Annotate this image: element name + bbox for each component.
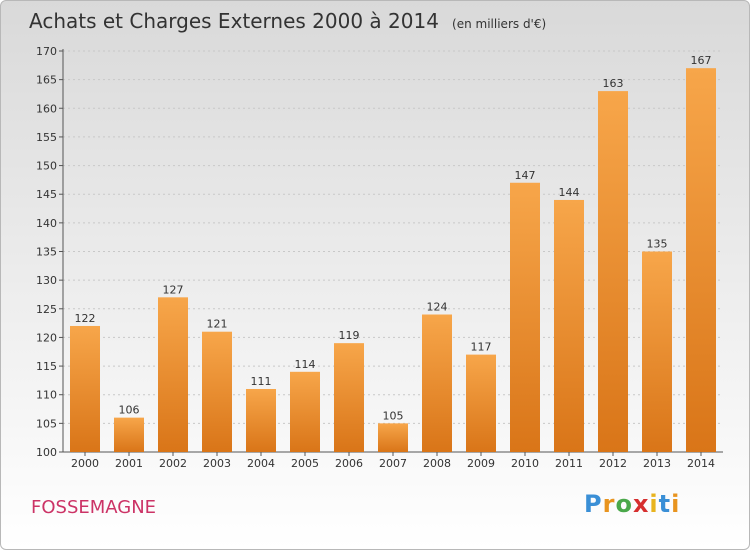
x-tick-label: 2010 (511, 457, 539, 470)
data-label: 114 (295, 358, 316, 371)
y-tick-label: 130 (36, 274, 57, 287)
y-tick-label: 145 (36, 188, 57, 201)
x-tick-label: 2008 (423, 457, 451, 470)
data-label: 106 (119, 404, 140, 417)
logo-letter: o (615, 490, 633, 518)
data-label: 122 (75, 312, 96, 325)
x-tick-label: 2005 (291, 457, 319, 470)
bar (158, 297, 188, 452)
y-tick-label: 170 (36, 45, 57, 58)
data-label: 127 (163, 283, 184, 296)
x-tick-label: 2004 (247, 457, 275, 470)
logo-letter: P (584, 490, 603, 518)
data-label: 105 (383, 409, 404, 422)
bar (510, 182, 540, 452)
bar (554, 199, 584, 452)
y-tick-label: 160 (36, 102, 57, 115)
y-tick-label: 120 (36, 331, 57, 344)
bar (598, 91, 628, 452)
bar (466, 354, 496, 452)
bar (114, 417, 144, 452)
y-tick-label: 135 (36, 246, 57, 259)
bar (378, 423, 408, 452)
data-label: 124 (427, 301, 448, 314)
logo-letter: i (649, 490, 659, 518)
x-tick-label: 2012 (599, 457, 627, 470)
data-label: 117 (471, 341, 492, 354)
x-tick-label: 2007 (379, 457, 407, 470)
y-tick-label: 115 (36, 360, 57, 373)
bar (290, 371, 320, 452)
y-tick-label: 155 (36, 131, 57, 144)
y-tick-label: 140 (36, 217, 57, 230)
bar (246, 388, 276, 452)
x-tick-label: 2002 (159, 457, 187, 470)
x-tick-label: 2009 (467, 457, 495, 470)
bar (422, 314, 452, 452)
x-tick-label: 2014 (687, 457, 715, 470)
logo-letter: i (671, 490, 681, 518)
x-tick-label: 2011 (555, 457, 583, 470)
data-label: 111 (251, 375, 272, 388)
y-tick-label: 110 (36, 389, 57, 402)
x-tick-label: 2013 (643, 457, 671, 470)
data-label: 167 (691, 54, 712, 67)
y-tick-label: 105 (36, 417, 57, 430)
bar (202, 331, 232, 452)
x-tick-label: 2003 (203, 457, 231, 470)
chart-title-text: Achats et Charges Externes 2000 à 2014 (29, 9, 439, 33)
logo-letter: t (658, 490, 672, 518)
bar (334, 343, 364, 452)
y-tick-label: 100 (36, 446, 57, 459)
data-label: 147 (515, 169, 536, 182)
bar (686, 68, 716, 452)
chart-unit: (en milliers d'€) (452, 17, 547, 31)
x-tick-label: 2006 (335, 457, 363, 470)
data-labels: 122 106 127 121 111 114 119 105 124 117 147 144 163 1… (75, 54, 712, 422)
y-tick-label: 165 (36, 74, 57, 87)
x-tick-label: 2001 (115, 457, 143, 470)
bar (70, 325, 100, 452)
y-tick-label: 150 (36, 160, 57, 173)
x-tick-label: 2000 (71, 457, 99, 470)
data-label: 119 (339, 329, 360, 342)
data-label: 163 (603, 77, 624, 90)
y-tick-label: 125 (36, 303, 57, 316)
data-label: 121 (207, 318, 228, 331)
logo-letter: x (632, 490, 650, 518)
commune-name: FOSSEMAGNE (31, 497, 157, 518)
chart-title: Achats et Charges Externes 2000 à 2014 (… (29, 9, 546, 33)
logo-letter: r (602, 490, 616, 518)
data-label: 144 (559, 186, 580, 199)
data-label: 135 (647, 238, 668, 251)
bar (642, 251, 672, 452)
bars (70, 68, 716, 452)
proxiti-logo: Proxiti (584, 490, 680, 518)
